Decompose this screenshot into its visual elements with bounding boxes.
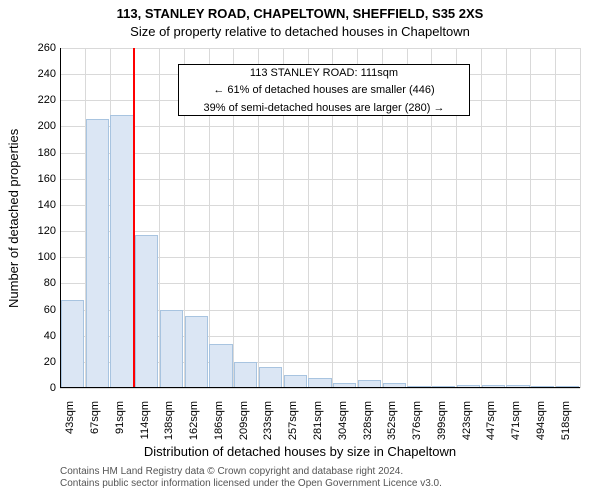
gridline-vertical <box>530 48 531 388</box>
gridline-horizontal <box>60 205 580 206</box>
page-subtitle: Size of property relative to detached ho… <box>0 24 600 39</box>
y-tick-label: 160 <box>26 173 56 185</box>
gridline-vertical <box>481 48 482 388</box>
gridline-horizontal <box>60 48 580 49</box>
annotation-line: 39% of semi-detached houses are larger (… <box>179 100 469 117</box>
y-tick-label: 120 <box>26 225 56 237</box>
histogram-bar <box>234 362 257 388</box>
y-axis <box>60 48 61 388</box>
gridline-vertical <box>555 48 556 388</box>
y-tick-label: 60 <box>26 304 56 316</box>
x-axis <box>60 387 580 388</box>
histogram-bar <box>185 316 208 388</box>
y-tick-label: 0 <box>26 382 56 394</box>
y-tick-label: 240 <box>26 68 56 80</box>
annotation-line: 113 STANLEY ROAD: 111sqm <box>179 65 469 82</box>
y-axis-label: Number of detached properties <box>6 129 21 308</box>
histogram-bar <box>209 344 232 388</box>
histogram-bar <box>160 310 183 388</box>
y-tick-label: 260 <box>26 42 56 54</box>
y-tick-label: 140 <box>26 199 56 211</box>
gridline-vertical <box>506 48 507 388</box>
x-axis-label: Distribution of detached houses by size … <box>0 444 600 459</box>
reference-line <box>133 48 135 388</box>
plot-area: 113 STANLEY ROAD: 111sqm← 61% of detache… <box>60 48 580 388</box>
gridline-horizontal <box>60 179 580 180</box>
gridline-vertical <box>580 48 581 388</box>
y-tick-label: 180 <box>26 147 56 159</box>
page-title: 113, STANLEY ROAD, CHAPELTOWN, SHEFFIELD… <box>0 6 600 21</box>
chart-container: 113, STANLEY ROAD, CHAPELTOWN, SHEFFIELD… <box>0 0 600 500</box>
histogram-bar <box>61 300 84 388</box>
y-tick-label: 20 <box>26 356 56 368</box>
y-tick-label: 80 <box>26 277 56 289</box>
attribution-line-2: Contains public sector information licen… <box>60 478 580 489</box>
gridline-horizontal <box>60 126 580 127</box>
gridline-horizontal <box>60 231 580 232</box>
annotation-line: ← 61% of detached houses are smaller (44… <box>179 82 469 99</box>
gridline-horizontal <box>60 388 580 389</box>
y-tick-label: 220 <box>26 94 56 106</box>
histogram-bar <box>135 235 158 388</box>
y-tick-label: 100 <box>26 251 56 263</box>
y-tick-label: 200 <box>26 120 56 132</box>
annotation-box: 113 STANLEY ROAD: 111sqm← 61% of detache… <box>178 64 470 116</box>
attribution-line-1: Contains HM Land Registry data © Crown c… <box>60 466 580 477</box>
y-tick-label: 40 <box>26 330 56 342</box>
histogram-bar <box>86 119 109 388</box>
gridline-horizontal <box>60 153 580 154</box>
histogram-bar <box>110 115 133 388</box>
histogram-bar <box>259 367 282 388</box>
